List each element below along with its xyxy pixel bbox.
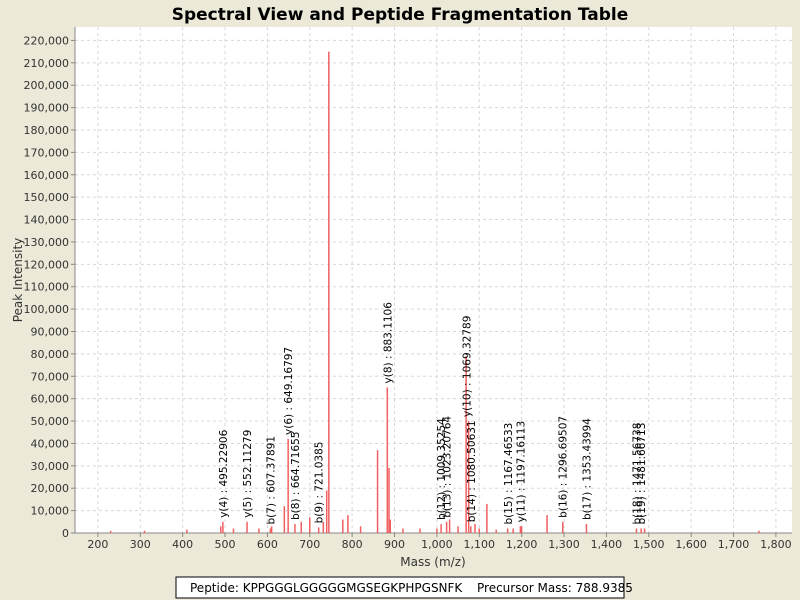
x-tick-label: 1,100	[464, 538, 496, 551]
y-tick-label: 70,000	[31, 370, 70, 383]
peak-annotation: b(15) : 1167.46533	[503, 423, 515, 525]
y-tick-label: 210,000	[24, 57, 70, 70]
peak-annotation: b(18) : 1471.56738	[632, 423, 644, 525]
peak-annotation: y(8) : 883.1106	[382, 302, 394, 384]
peak-annotation: y(4) : 495.22906	[218, 429, 230, 517]
y-tick-label: 40,000	[31, 437, 70, 450]
x-tick-label: 500	[215, 538, 236, 551]
peak-annotation: b(16) : 1296.69507	[558, 416, 570, 518]
y-axis-label: Peak Intensity	[11, 238, 25, 323]
x-tick-label: 1,300	[548, 538, 580, 551]
y-tick-label: 130,000	[24, 236, 70, 249]
x-tick-label: 1,000	[421, 538, 453, 551]
x-tick-label: 1,400	[591, 538, 623, 551]
precursor: Precursor Mass: 788.9385	[477, 581, 633, 595]
x-tick-label: 300	[130, 538, 151, 551]
x-tick-label: 1,700	[718, 538, 750, 551]
x-tick-label: 1,600	[675, 538, 707, 551]
footer-box	[175, 576, 625, 599]
x-tick-label: 200	[87, 538, 108, 551]
peak-annotation: b(13) : 1023.20764	[442, 416, 454, 518]
y-tick-label: 100,000	[24, 303, 70, 316]
peptide: Peptide: KPPGGGLGGGGGMGSEGKPHPGSNFK	[190, 581, 463, 595]
peak-annotation: y(11) : 1197.16113	[515, 421, 527, 522]
y-tick-label: 160,000	[24, 169, 70, 182]
peak-annotation: b(9) : 721.0385	[314, 442, 326, 524]
y-tick-label: 170,000	[24, 146, 70, 159]
peak-annotation: b(8) : 664.71655	[290, 431, 302, 520]
x-tick-label: 600	[257, 538, 278, 551]
peak-annotation: b(7) : 607.37891	[266, 436, 278, 525]
y-tick-label: 30,000	[31, 460, 70, 473]
y-tick-label: 120,000	[24, 258, 70, 271]
y-tick-label: 140,000	[24, 214, 70, 227]
peak-annotation: y(6) : 649.16797	[283, 347, 295, 435]
y-tick-label: 0	[62, 527, 69, 540]
x-tick-label: 700	[299, 538, 320, 551]
y-tick-label: 50,000	[31, 415, 70, 428]
peak-annotation: b(17) : 1353.43994	[582, 418, 594, 520]
y-tick-label: 60,000	[31, 393, 70, 406]
peak-annotation: b(19) : 1481.66713	[636, 423, 648, 525]
peak-annotation: y(5) : 552.11279	[242, 430, 254, 518]
x-tick-label: 1,800	[760, 538, 792, 551]
y-tick-label: 80,000	[31, 348, 70, 361]
x-tick-label: 1,500	[633, 538, 665, 551]
y-tick-label: 10,000	[31, 505, 70, 518]
y-tick-label: 150,000	[24, 191, 70, 204]
y-tick-label: 220,000	[24, 34, 70, 47]
x-tick-label: 900	[384, 538, 405, 551]
y-tick-label: 190,000	[24, 102, 70, 115]
y-tick-label: 180,000	[24, 124, 70, 137]
plot-area	[75, 27, 792, 533]
y-tick-label: 110,000	[24, 281, 70, 294]
y-tick-label: 90,000	[31, 325, 70, 338]
x-tick-label: 1,200	[506, 538, 538, 551]
chart-title: Spectral View and Peptide Fragmentation …	[172, 5, 629, 25]
peak-annotation: b(14) : 1080.50631	[466, 420, 478, 522]
y-tick-label: 20,000	[31, 482, 70, 495]
peak-annotation: y(10) : 1069.32789	[461, 316, 473, 417]
peak-annotation: b(12) : 1009.35254	[436, 418, 448, 520]
x-axis-label: Mass (m/z)	[400, 555, 465, 569]
x-tick-label: 800	[342, 538, 363, 551]
x-tick-label: 400	[172, 538, 193, 551]
y-tick-label: 200,000	[24, 79, 70, 92]
